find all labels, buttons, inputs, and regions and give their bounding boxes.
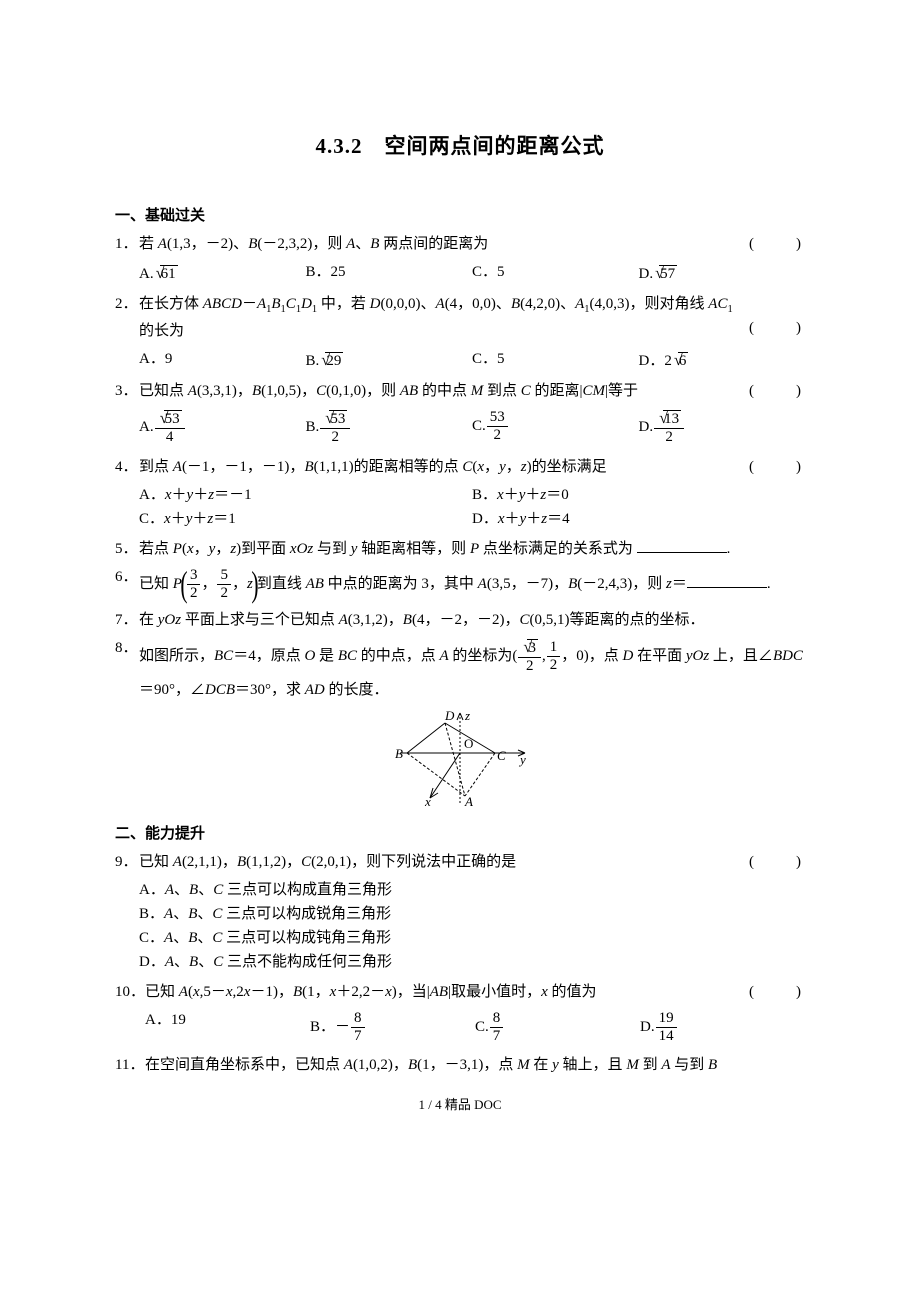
svg-text:A: A [464,794,473,808]
qtext: 在 yOz 平面上求与三个已知点 A(3,1,2)，B(4，－2，－2)，C(0… [139,612,704,628]
answer-paren: ( ) [749,379,805,403]
qnum: 9． [115,850,138,874]
answer-paren: ( ) [749,980,805,1004]
opt-b: B．A、B、C 三点可以构成锐角三角形 [139,902,805,926]
opt-c: C.532 [472,407,639,449]
opt-d: D.132 [639,407,806,449]
qnum: 8． [115,636,138,660]
svg-text:z: z [464,708,470,723]
question-5: 5． 若点 P(x，y，z)到平面 xOz 与到 y 轴距离相等，则 P 点坐标… [115,537,805,561]
qnum: 1． [115,232,138,256]
page-footer: 1 / 4 精品 DOC [115,1095,805,1116]
qnum: 5． [115,537,138,561]
opt-a: A．x＋y＋z＝－1 [139,483,472,507]
section-1-head: 一、基础过关 [115,204,805,228]
opt-b: B.29 [306,347,473,373]
svg-text:y: y [518,752,526,767]
opt-d: D．26 [639,347,806,373]
opt-a: A.534 [139,407,306,449]
svg-text:C: C [497,748,506,763]
opt-d: D.57 [639,260,806,286]
question-2: 2． 在长方体 ABCD－A1B1C1D1 中，若 D(0,0,0)、A(4，0… [115,292,805,343]
qtext: 若点 P(x，y，z)到平面 xOz 与到 y 轴距离相等，则 P 点坐标满足的… [139,541,730,557]
opt-c: C．A、B、C 三点可以构成钝角三角形 [139,926,805,950]
opt-a: A．A、B、C 三点可以构成直角三角形 [139,878,805,902]
diagram-svg: D z O B C y x A [385,708,535,808]
opt-a: A．19 [145,1008,310,1048]
svg-text:B: B [395,746,403,761]
qnum: 3． [115,379,138,403]
question-4: 4． 到点 A(－1，－1，－1)，B(1,1,1)的距离相等的点 C(x，y，… [115,455,805,479]
opt-a: A．9 [139,347,306,373]
question-8: 8． 如图所示，BC＝4，原点 O 是 BC 的中点，点 A 的坐标为(32,1… [115,636,805,702]
opt-d: D．A、B、C 三点不能构成任何三角形 [139,950,805,974]
q3-options: A.534 B.532 C.532 D.132 [115,407,805,449]
opt-a: A.61 [139,260,306,286]
q10-options: A．19 B．－87 C.87 D.1914 [115,1008,805,1048]
opt-b: B.532 [306,407,473,449]
qtext: 在长方体 ABCD－A1B1C1D1 中，若 D(0,0,0)、A(4，0,0)… [139,296,733,339]
svg-text:x: x [424,794,431,808]
opt-c: C．5 [472,347,639,373]
qnum: 11． [115,1053,144,1077]
qnum: 7． [115,608,138,632]
section-2-head: 二、能力提升 [115,822,805,846]
opt-b: B．x＋y＋z＝0 [472,483,805,507]
qtext: 已知 A(x,5－x,2x－1)，B(1，x＋2,2－x)，当|AB|取最小值时… [145,984,597,1000]
opt-b: B．25 [306,260,473,286]
qtext: 在空间直角坐标系中，已知点 A(1,0,2)，B(1，－3,1)，点 M 在 y… [145,1057,717,1073]
figure-q8: D z O B C y x A [115,708,805,816]
opt-d: D．x＋y＋z＝4 [472,507,805,531]
qtext: 到点 A(－1，－1，－1)，B(1,1,1)的距离相等的点 C(x，y，z)的… [139,459,607,475]
q4-options: A．x＋y＋z＝－1 B．x＋y＋z＝0 C．x＋y＋z＝1 D．x＋y＋z＝4 [115,483,805,531]
question-11: 11． 在空间直角坐标系中，已知点 A(1,0,2)，B(1，－3,1)，点 M… [115,1053,805,1077]
svg-text:D: D [444,708,455,723]
question-10: 10． 已知 A(x,5－x,2x－1)，B(1，x＋2,2－x)，当|AB|取… [115,980,805,1004]
qnum: 2． [115,292,138,316]
qtext: 已知点 A(3,3,1)，B(1,0,5)，C(0,1,0)，则 AB 的中点 … [139,383,638,399]
qnum: 10． [115,980,145,1004]
opt-b: B．－87 [310,1008,475,1048]
qnum: 6． [115,565,138,589]
answer-paren: ( ) [749,316,805,340]
answer-paren: ( ) [749,455,805,479]
question-7: 7． 在 yOz 平面上求与三个已知点 A(3,1,2)，B(4，－2，－2)，… [115,608,805,632]
qnum: 4． [115,455,138,479]
q2-options: A．9 B.29 C．5 D．26 [115,347,805,373]
question-6: 6． 已知 P(32，52，z)到直线 AB 中点的距离为 3，其中 A(3,5… [115,565,805,605]
qtext: 如图所示，BC＝4，原点 O 是 BC 的中点，点 A 的坐标为(32,12，0… [139,648,803,697]
qtext: 已知 A(2,1,1)，B(1,1,2)，C(2,0,1)，则下列说法中正确的是 [139,854,516,870]
page: 4.3.2 空间两点间的距离公式 一、基础过关 1． 若 A(1,3，－2)、B… [0,0,920,1156]
opt-c: C．x＋y＋z＝1 [139,507,472,531]
qtext: 若 A(1,3，－2)、B(－2,3,2)，则 A、B 两点间的距离为 [139,236,488,252]
question-9: 9． 已知 A(2,1,1)，B(1,1,2)，C(2,0,1)，则下列说法中正… [115,850,805,874]
answer-paren: ( ) [749,850,805,874]
doc-title: 4.3.2 空间两点间的距离公式 [115,130,805,164]
q9-options: A．A、B、C 三点可以构成直角三角形 B．A、B、C 三点可以构成锐角三角形 … [115,878,805,974]
question-3: 3． 已知点 A(3,3,1)，B(1,0,5)，C(0,1,0)，则 AB 的… [115,379,805,403]
opt-c: C．5 [472,260,639,286]
question-1: 1． 若 A(1,3，－2)、B(－2,3,2)，则 A、B 两点间的距离为 (… [115,232,805,256]
svg-text:O: O [464,736,473,751]
qtext: 已知 P(32，52，z)到直线 AB 中点的距离为 3，其中 A(3,5，－7… [139,576,771,592]
opt-d: D.1914 [640,1008,805,1048]
q1-options: A.61 B．25 C．5 D.57 [115,260,805,286]
opt-c: C.87 [475,1008,640,1048]
answer-paren: ( ) [749,232,805,256]
